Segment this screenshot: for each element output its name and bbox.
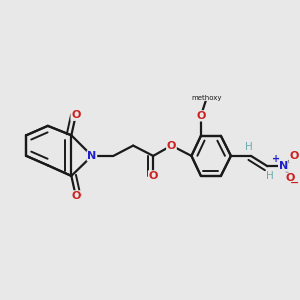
Text: O: O <box>290 152 299 161</box>
Text: O: O <box>196 111 206 121</box>
Text: N: N <box>87 151 97 161</box>
Text: O: O <box>167 141 176 151</box>
Text: −: − <box>290 178 299 188</box>
Text: O: O <box>71 191 80 201</box>
Text: O: O <box>148 171 158 181</box>
Text: N: N <box>279 161 288 171</box>
Text: H: H <box>245 142 252 152</box>
Text: +: + <box>272 154 281 164</box>
Text: O: O <box>286 173 296 183</box>
Text: O: O <box>71 110 80 120</box>
Text: methoxy: methoxy <box>191 94 222 100</box>
Text: H: H <box>266 171 274 181</box>
